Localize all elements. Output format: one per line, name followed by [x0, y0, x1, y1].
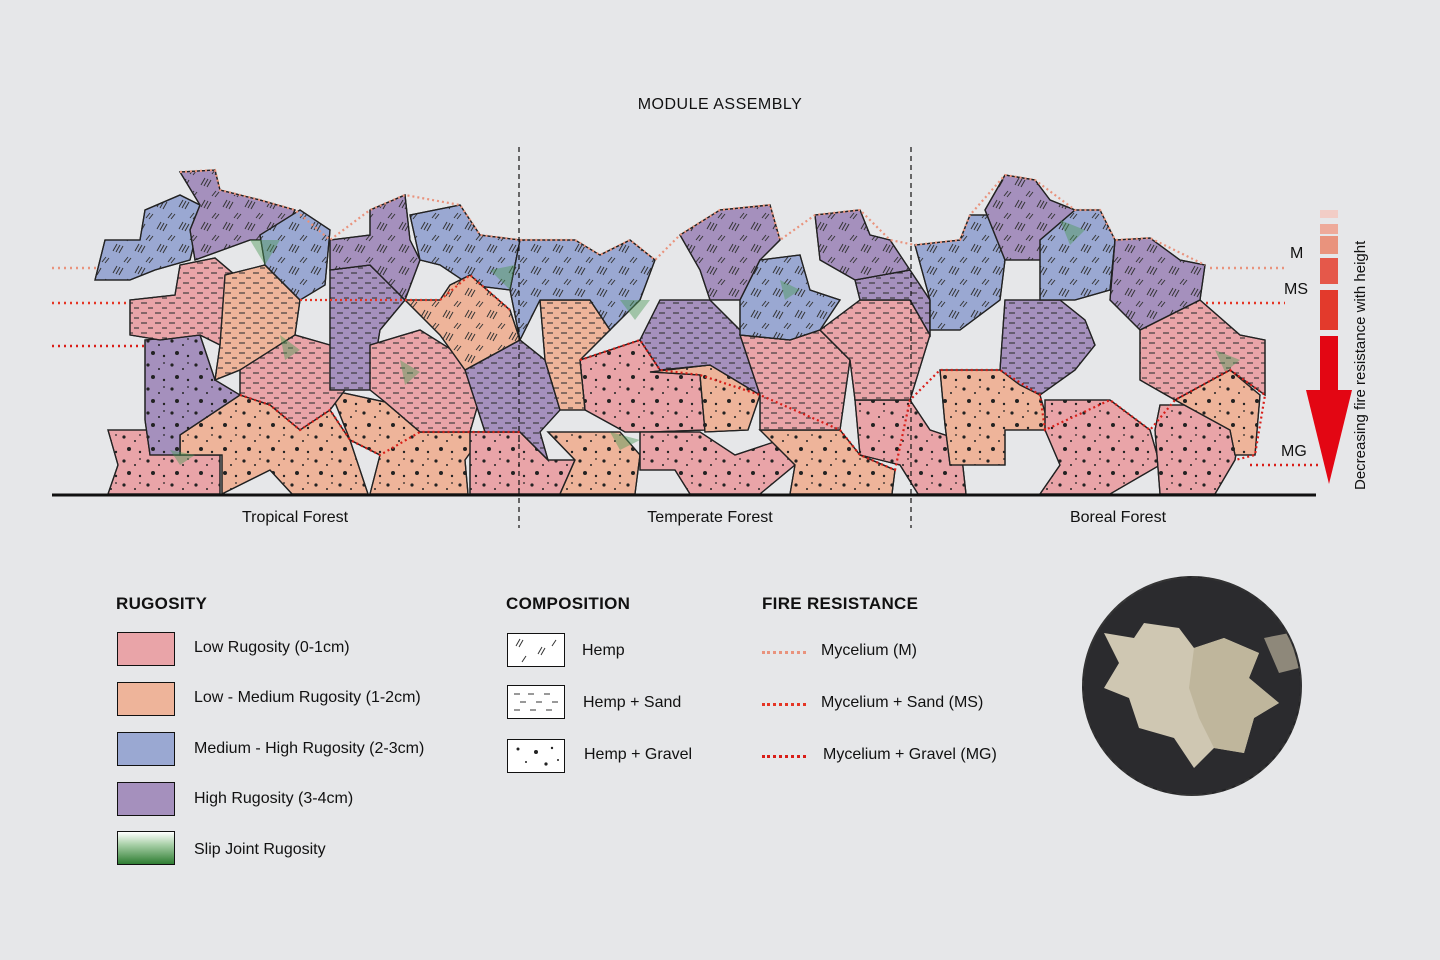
- module-photo-shape: [1084, 578, 1300, 794]
- page-title: MODULE ASSEMBLY: [637, 96, 803, 113]
- arrow-label: Decreasing fire resistance with height: [1352, 240, 1369, 490]
- level-label-m: M: [1290, 245, 1304, 262]
- fire-resistance-arrow: [1306, 210, 1352, 484]
- fire-line-mg: [762, 755, 806, 758]
- biome-label-temperate: Temperate Forest: [647, 509, 773, 526]
- legend-rugosity-medium-high: Medium - High Rugosity (2-3cm): [194, 740, 425, 757]
- legend-rugosity-heading: RUGOSITY: [116, 594, 208, 613]
- legend-fire-m: Mycelium (M): [821, 642, 917, 659]
- fire-line-m: [762, 651, 806, 654]
- level-label-ms: MS: [1284, 281, 1308, 298]
- module-photo: [1082, 576, 1302, 796]
- biome-label-tropical: Tropical Forest: [241, 509, 349, 526]
- modules-middle-row: [129, 257, 1266, 463]
- swatch-hemp-sand: [507, 685, 565, 719]
- modules-top-row: [94, 169, 1206, 371]
- swatch-low-rugosity: [117, 632, 175, 666]
- legend-rugosity-high: High Rugosity (3-4cm): [194, 790, 354, 807]
- swatch-hemp-gravel: [507, 739, 565, 773]
- swatch-low-medium-rugosity: [117, 682, 175, 716]
- modules-bottom-row: [107, 334, 1261, 496]
- module-assembly-diagram: [52, 147, 1352, 528]
- legend-composition-heading: COMPOSITION: [506, 594, 631, 613]
- level-label-mg: MG: [1281, 443, 1307, 460]
- legend-fire-heading: FIRE RESISTANCE: [762, 594, 919, 613]
- swatch-medium-high-rugosity: [117, 732, 175, 766]
- biome-label-boreal: Boreal Forest: [1069, 509, 1167, 526]
- fire-line-ms: [762, 703, 806, 706]
- legend-fire-ms: Mycelium + Sand (MS): [821, 694, 984, 711]
- slip-joints: [170, 220, 1240, 465]
- legend-rugosity-low: Low Rugosity (0-1cm): [194, 639, 350, 656]
- legend-rugosity-slip: Slip Joint Rugosity: [194, 841, 326, 858]
- swatch-high-rugosity: [117, 782, 175, 816]
- legend-composition-hemp: Hemp: [582, 642, 625, 659]
- swatch-slip-joint: [117, 831, 175, 865]
- legend-composition-hemp-sand: Hemp + Sand: [583, 694, 682, 711]
- legend-fire-mg: Mycelium + Gravel (MG): [823, 746, 997, 763]
- legend-rugosity-low-medium: Low - Medium Rugosity (1-2cm): [194, 689, 421, 706]
- fire-boundaries: [179, 168, 1267, 472]
- legend-composition-hemp-gravel: Hemp + Gravel: [584, 746, 693, 763]
- swatch-hemp: [507, 633, 565, 667]
